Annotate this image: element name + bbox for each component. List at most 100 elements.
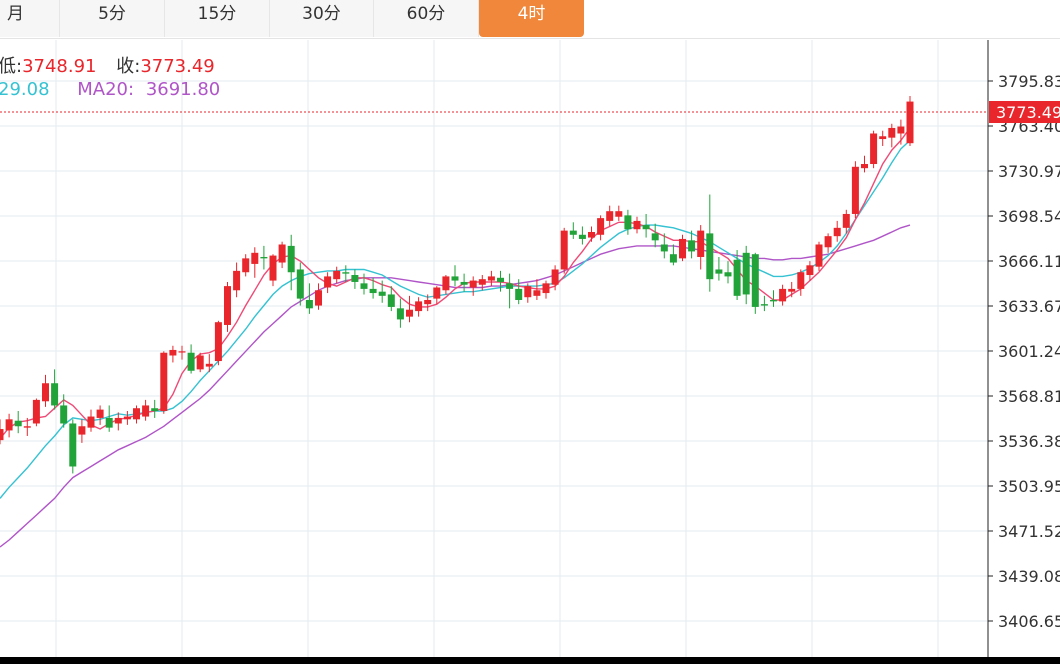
candle-body <box>32 399 40 424</box>
candle-body <box>433 287 441 299</box>
candle <box>833 220 841 242</box>
candle-body <box>60 405 68 424</box>
candle <box>733 250 741 300</box>
candle-body <box>42 383 49 402</box>
last-price-label: 3773.49 <box>996 103 1060 122</box>
candle-body <box>506 283 514 289</box>
candle <box>160 351 168 414</box>
candle-body <box>315 290 322 306</box>
candle-body <box>360 283 368 289</box>
candle <box>578 226 586 245</box>
candle-body <box>214 322 222 362</box>
candle <box>642 213 650 238</box>
candle <box>287 234 295 291</box>
candle-body <box>751 254 759 307</box>
candle <box>751 252 759 314</box>
candle-body <box>187 352 195 371</box>
candle-body <box>560 230 568 270</box>
candle-body <box>515 288 523 300</box>
candle-body <box>0 429 4 441</box>
candle <box>0 419 4 445</box>
candle <box>569 222 577 239</box>
candle <box>706 194 714 292</box>
candle <box>369 277 377 299</box>
candle <box>196 352 204 373</box>
candle <box>142 399 150 421</box>
candle <box>96 405 104 425</box>
candle <box>597 215 605 241</box>
tab-5min[interactable]: 5分 <box>60 0 165 37</box>
candle <box>861 155 868 173</box>
candle-body <box>815 244 823 267</box>
candle-body <box>469 280 477 288</box>
candle-body <box>524 286 532 298</box>
candle-body <box>551 269 559 285</box>
candle-body <box>615 211 623 217</box>
moving-average-lines <box>0 127 911 548</box>
candle <box>797 269 805 296</box>
candle-body <box>406 309 413 317</box>
candle <box>305 283 313 314</box>
candle-body <box>387 294 395 307</box>
candle <box>278 241 286 269</box>
tab-month[interactable]: 月 <box>0 0 60 37</box>
candle-body <box>578 234 586 239</box>
candle-body <box>242 258 250 273</box>
y-tick-label: 3698.54 <box>998 207 1060 226</box>
candle <box>251 247 259 278</box>
candle <box>87 409 95 432</box>
chart-grid <box>0 40 988 657</box>
candle <box>824 233 832 253</box>
candle <box>888 123 896 148</box>
candle-body <box>842 213 850 228</box>
bottom-border <box>0 657 1060 664</box>
candle-body <box>278 244 286 263</box>
candle <box>105 405 113 432</box>
candle-body <box>606 211 614 221</box>
candle <box>242 254 250 277</box>
ma10-value: 29.08 <box>0 79 50 100</box>
candle-body <box>706 233 714 280</box>
y-tick-label: 3406.65 <box>998 612 1060 631</box>
candle <box>178 345 186 360</box>
candle-body <box>797 272 805 289</box>
candle <box>497 270 504 292</box>
low-label: 低: <box>0 56 23 77</box>
candle <box>42 374 49 407</box>
candle <box>205 354 213 373</box>
candle <box>351 269 359 289</box>
candle-body <box>569 230 577 235</box>
candle-body <box>806 265 814 276</box>
candle-body <box>123 416 131 420</box>
candle-body <box>788 288 796 292</box>
candle-body <box>779 288 787 302</box>
candle-body <box>824 236 832 248</box>
ma20-label: MA20: <box>77 79 135 100</box>
tab-30min[interactable]: 30分 <box>270 0 374 37</box>
candle <box>879 130 887 146</box>
tab-60min[interactable]: 60分 <box>374 0 479 37</box>
candle-body <box>51 383 59 406</box>
candle-body <box>305 299 313 309</box>
ma-info-row: 29.08 MA20: 3691.80 <box>0 79 220 100</box>
candle <box>478 275 486 291</box>
tab-15min[interactable]: 15分 <box>165 0 270 37</box>
candle <box>870 130 878 169</box>
period-tab-bar: 月 5分 15分 30分 60分 4时 <box>0 0 1060 39</box>
candle-body <box>324 276 332 288</box>
candle-body <box>478 279 486 285</box>
candle <box>324 272 332 294</box>
candle-body <box>715 269 723 274</box>
candle <box>78 419 86 443</box>
candle <box>424 294 432 312</box>
tab-4h[interactable]: 4时 <box>479 0 584 37</box>
candle <box>588 226 595 242</box>
candle <box>224 281 231 332</box>
candle-body <box>5 419 13 431</box>
candle-body <box>742 252 750 295</box>
candle-body <box>251 252 259 264</box>
candle <box>533 279 541 300</box>
candle <box>669 244 677 266</box>
y-tick-label: 3471.52 <box>998 522 1060 541</box>
